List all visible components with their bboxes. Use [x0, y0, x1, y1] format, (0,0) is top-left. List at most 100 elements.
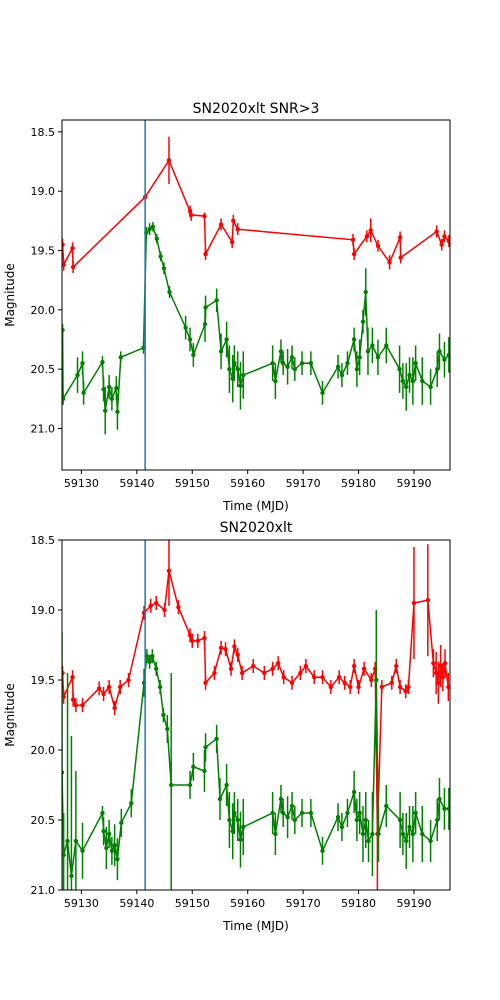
data-point — [397, 684, 403, 690]
data-point — [227, 366, 232, 372]
data-point — [406, 684, 411, 690]
chart-top-title: SN2020xlt SNR>3 — [193, 101, 320, 117]
data-point — [241, 372, 246, 378]
chart-bottom-ticks: 59130 59140 59150 59160 59170 59180 59190 18.5 1… — [31, 534, 432, 910]
data-point — [328, 684, 334, 690]
y-tick-label: 19.0 — [31, 604, 56, 617]
data-point — [80, 361, 85, 366]
data-point — [241, 824, 246, 830]
data-point — [154, 666, 159, 671]
data-point — [62, 242, 65, 247]
data-point — [62, 396, 66, 402]
data-point — [148, 603, 153, 608]
data-point — [118, 684, 123, 690]
data-point — [425, 598, 431, 603]
data-point — [374, 677, 379, 683]
data-point — [435, 366, 440, 372]
data-point — [281, 675, 286, 680]
data-point — [69, 873, 74, 879]
data-point — [214, 298, 219, 303]
data-point — [375, 355, 381, 360]
data-point — [115, 409, 120, 415]
y-tick-label: 20.0 — [31, 304, 56, 317]
data-point — [394, 663, 399, 669]
data-point — [420, 831, 425, 837]
data-point — [224, 782, 229, 788]
data-point — [106, 684, 112, 690]
data-point — [112, 705, 117, 711]
x-tick-label: 59150 — [175, 477, 210, 490]
data-point — [320, 675, 325, 680]
x-tick-label: 59170 — [286, 897, 321, 910]
x-tick-label: 59130 — [64, 897, 99, 910]
data-point — [96, 686, 102, 691]
data-point — [351, 251, 357, 257]
data-point — [150, 654, 155, 659]
data-point — [336, 675, 342, 680]
data-point — [407, 372, 412, 378]
data-point — [238, 837, 243, 842]
data-point — [363, 817, 368, 823]
data-point — [218, 349, 224, 354]
data-point — [361, 666, 367, 671]
data-point — [442, 661, 448, 666]
data-point — [376, 831, 381, 837]
data-point — [157, 684, 163, 690]
data-point — [278, 796, 284, 802]
data-point — [299, 361, 305, 366]
data-point — [342, 680, 347, 685]
chart-top-series-1 — [62, 222, 450, 435]
data-point — [375, 243, 381, 248]
data-point — [363, 289, 368, 295]
data-point — [398, 255, 403, 260]
data-point — [351, 663, 357, 669]
data-point — [411, 600, 417, 606]
data-point — [400, 378, 406, 384]
data-point — [360, 831, 366, 837]
data-point — [339, 372, 345, 378]
data-point — [73, 703, 79, 708]
data-point — [434, 229, 439, 234]
data-point — [101, 829, 106, 834]
data-point — [81, 390, 86, 396]
data-point — [446, 806, 450, 811]
data-point — [397, 235, 403, 240]
data-point — [239, 670, 245, 676]
data-point — [292, 366, 297, 372]
data-point — [407, 824, 412, 830]
data-point — [389, 680, 394, 685]
data-point — [80, 848, 85, 853]
data-point — [413, 810, 418, 816]
data-point — [62, 262, 66, 267]
y-tick-label: 21.0 — [31, 422, 56, 435]
data-point — [188, 212, 194, 218]
data-point — [187, 633, 193, 638]
data-point — [70, 245, 75, 251]
data-point — [101, 691, 106, 697]
data-point — [187, 337, 193, 342]
chart-top-ticks: 59130 59140 59150 59160 59170 59180 59190 18.5 1… — [31, 126, 432, 490]
data-point — [168, 782, 174, 788]
chart-bottom-series-1 — [62, 610, 450, 890]
data-point — [75, 372, 80, 378]
data-point — [62, 770, 65, 775]
data-point — [231, 218, 236, 224]
x-tick-label: 59160 — [230, 897, 265, 910]
data-point — [104, 845, 109, 851]
data-point — [203, 305, 208, 310]
data-point — [65, 838, 70, 844]
data-point — [442, 806, 447, 811]
data-point — [335, 364, 341, 369]
data-point — [280, 361, 286, 366]
data-point — [410, 831, 416, 837]
data-point — [308, 361, 314, 366]
data-point — [437, 796, 442, 802]
data-point — [191, 352, 196, 358]
data-point — [440, 675, 445, 680]
data-point — [428, 384, 433, 390]
x-tick-label: 59130 — [64, 477, 99, 490]
data-point — [129, 801, 134, 806]
y-tick-label: 20.5 — [31, 363, 56, 376]
data-point — [438, 663, 443, 669]
data-point — [437, 349, 442, 354]
